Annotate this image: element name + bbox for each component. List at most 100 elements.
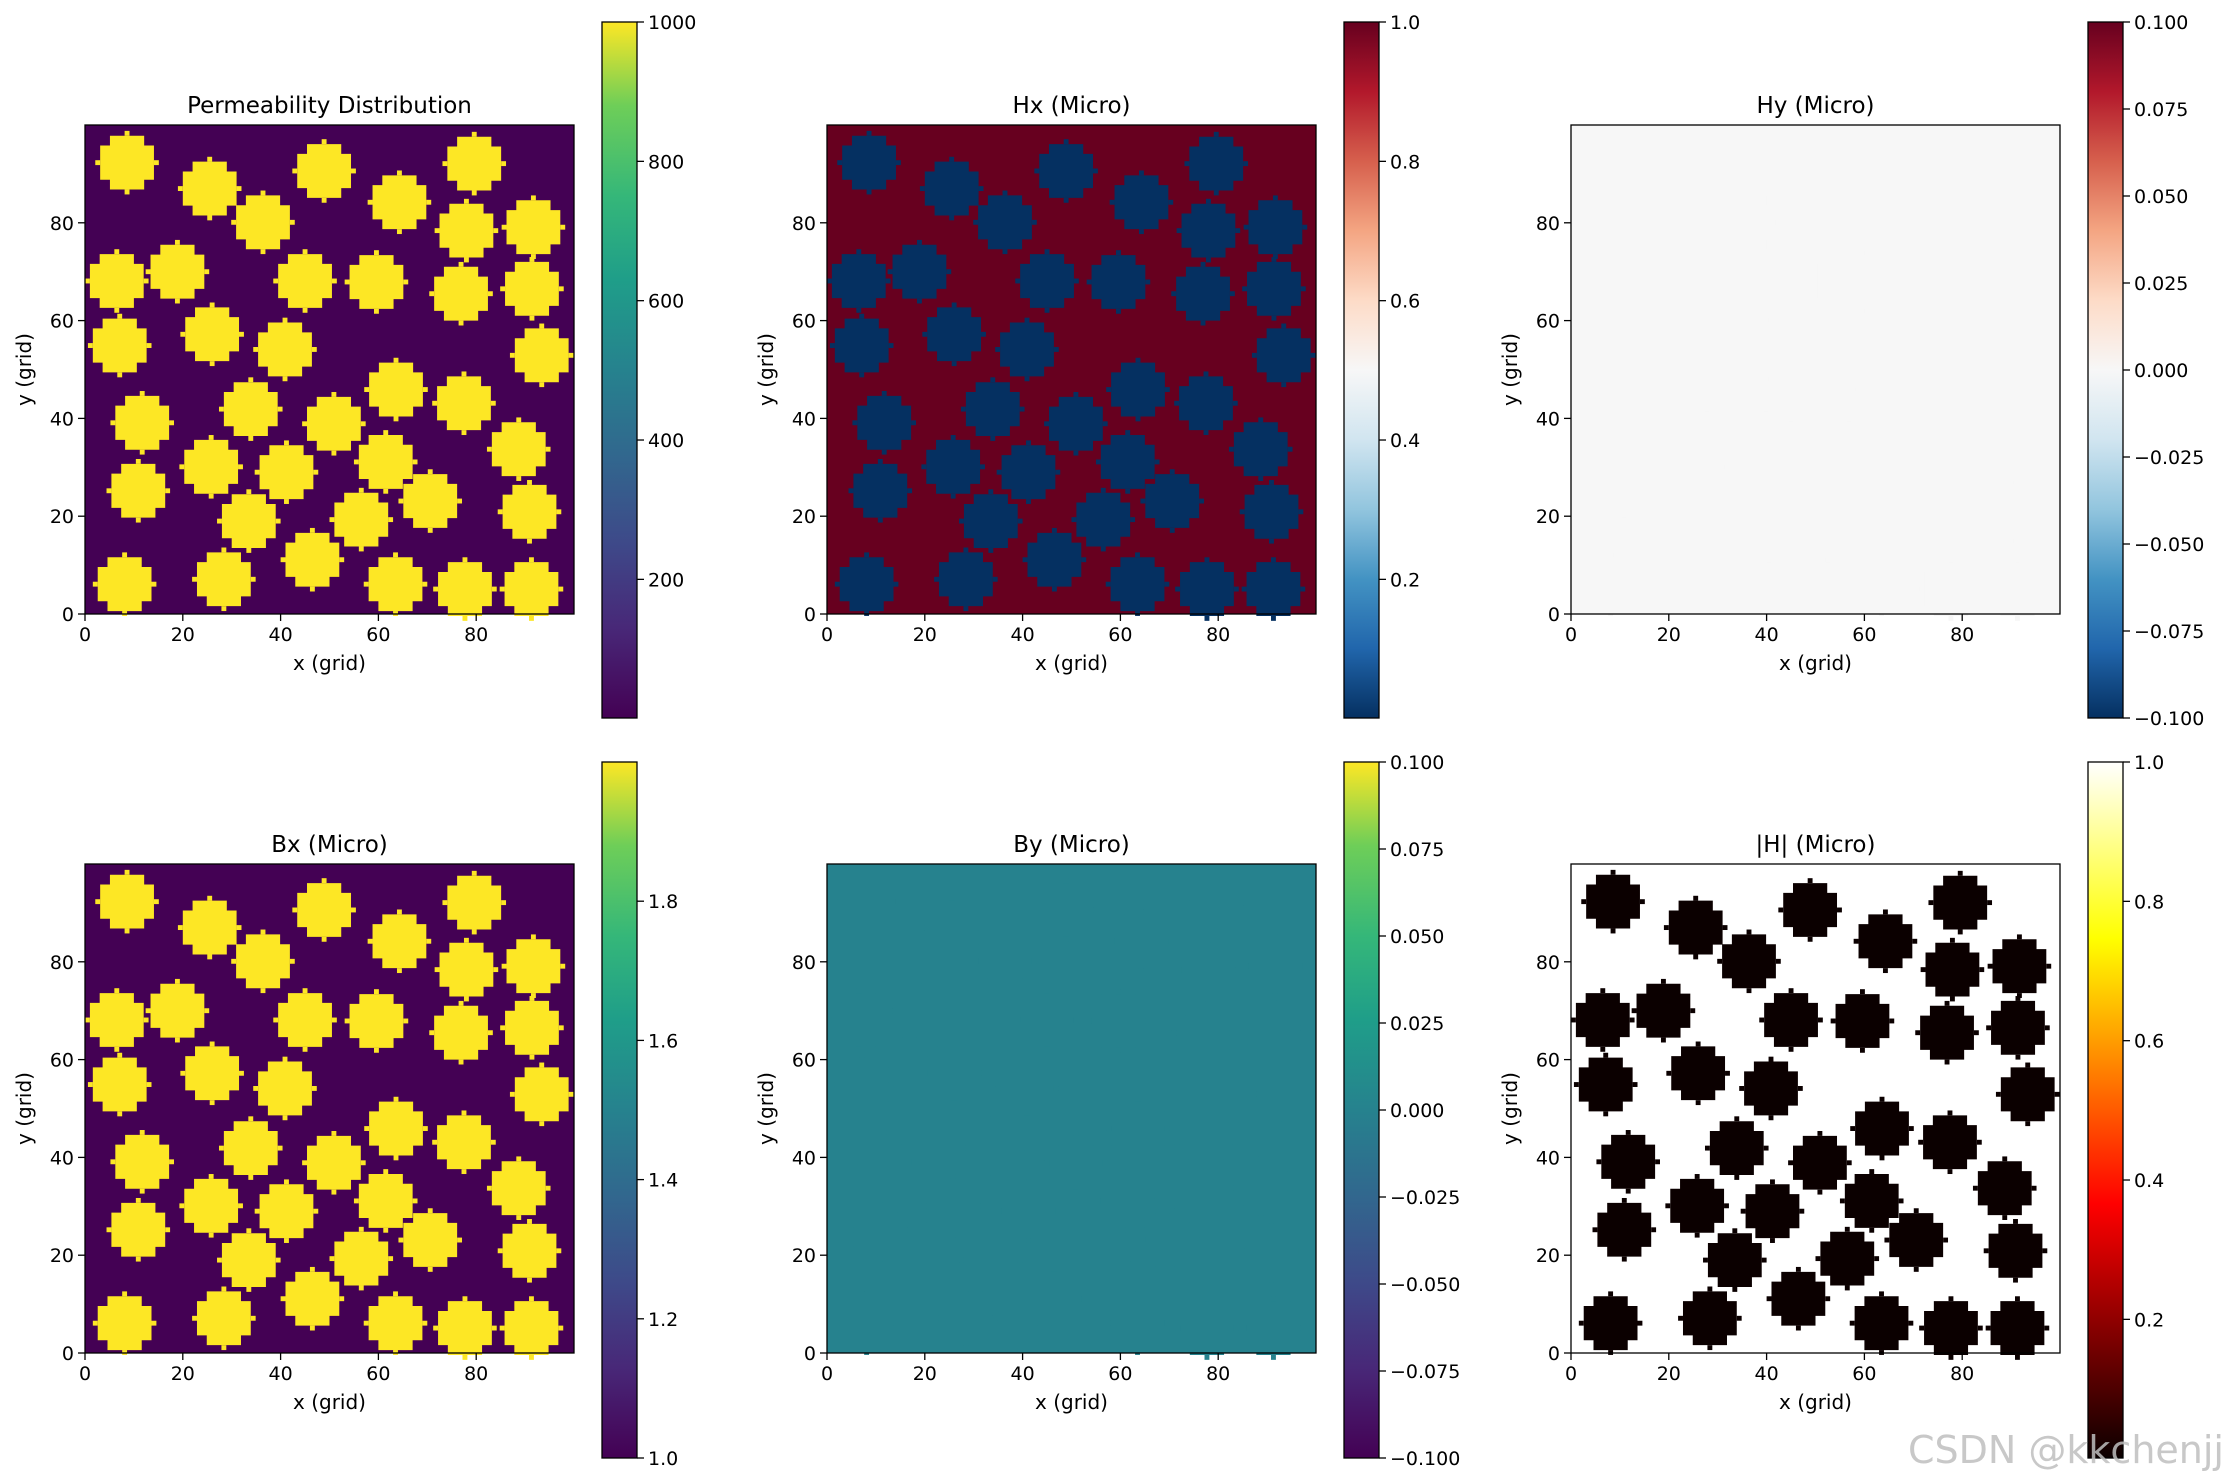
colorbar-tick-label: 1.2 [648,1309,678,1331]
y-tick-label: 20 [1536,1245,1560,1267]
y-tick-label: 20 [50,1245,74,1267]
chart-title: |H| (Micro) [1756,832,1876,858]
x-axis-label: x (grid) [1035,1390,1108,1414]
y-tick-label: 60 [792,1050,816,1072]
x-tick-label: 20 [1657,624,1681,646]
x-axis-label: x (grid) [293,651,366,675]
y-tick-label: 0 [804,604,816,626]
y-axis-label: y (grid) [754,333,778,406]
colorbar-tick-label: 0.025 [2134,273,2188,295]
x-tick-label: 40 [1755,1363,1779,1385]
chart-panel-hmag: |H| (Micro) 0 20 40 60 80 0 20 40 60 80 x (grid) y (… [1498,752,2164,1459]
colorbar-tick-label: 1.0 [2134,752,2164,774]
x-tick-label: 80 [1206,1363,1230,1385]
y-tick-label: 0 [1548,604,1560,626]
y-tick-label: 20 [1536,506,1560,528]
x-tick-label: 0 [821,1363,833,1385]
colorbar-tick-label: 0.050 [2134,186,2188,208]
field-background [85,864,574,1353]
colorbar-tick-label: 0.2 [1390,569,1420,591]
y-tick-label: 60 [792,311,816,333]
y-axis-label: y (grid) [12,333,36,406]
field-background [827,864,1316,1353]
y-tick-label: 20 [792,1245,816,1267]
x-tick-label: 40 [269,1363,293,1385]
colorbar-tick-label: 0.000 [2134,360,2188,382]
colorbar-tick-label: 0.025 [1390,1013,1444,1035]
x-tick-label: 0 [1565,624,1577,646]
y-tick-label: 80 [1536,952,1560,974]
y-tick-label: 80 [792,213,816,235]
x-axis-label: x (grid) [1779,1390,1852,1414]
y-tick-label: 20 [792,506,816,528]
x-tick-label: 20 [913,624,937,646]
colorbar-tick-label: 800 [648,151,684,173]
colorbar-tick-label: 0.075 [2134,99,2188,121]
field-background [1571,864,2060,1353]
x-tick-label: 80 [464,624,488,646]
colorbar-tick-label: 1000 [648,12,696,34]
chart-title: Hx (Micro) [1012,93,1130,119]
colorbar-tick-label: 0.000 [1390,1100,1444,1122]
colorbar-tick-label: −0.050 [2134,534,2204,556]
axes-frame [826,124,1317,615]
x-tick-label: 0 [821,624,833,646]
colorbar-frame [2087,761,2124,1459]
chart-title: Hy (Micro) [1756,93,1874,119]
colorbar-tick-label: 0.4 [2134,1170,2164,1192]
x-tick-label: 80 [1206,624,1230,646]
colorbar [2088,22,2123,718]
colorbar-frame [601,761,638,1459]
x-tick-label: 80 [1950,624,1974,646]
field-background [827,125,1316,614]
y-tick-label: 40 [792,1147,816,1169]
y-tick-label: 40 [50,1147,74,1169]
colorbar-tick-label: −0.100 [1390,1448,1460,1470]
colorbar-tick-label: 0.2 [2134,1309,2164,1331]
y-tick-label: 40 [1536,1147,1560,1169]
colorbar-tick-label: 1.6 [648,1030,678,1052]
field-background [1571,125,2060,614]
y-tick-label: 80 [50,213,74,235]
x-tick-label: 0 [1565,1363,1577,1385]
field-background [85,125,574,614]
colorbar [2088,762,2123,1458]
x-tick-label: 60 [1852,1363,1876,1385]
y-axis-label: y (grid) [754,1072,778,1145]
y-tick-label: 80 [50,952,74,974]
colorbar-tick-label: 600 [648,291,684,313]
chart-title: Bx (Micro) [271,832,388,858]
colorbar-frame [1343,21,1380,719]
colorbar-tick-label: 0.100 [2134,12,2188,34]
y-tick-label: 60 [1536,311,1560,333]
x-tick-label: 40 [1755,624,1779,646]
colorbar-tick-label: 0.6 [2134,1031,2164,1053]
y-tick-label: 60 [50,311,74,333]
x-tick-label: 60 [1108,1363,1132,1385]
x-tick-label: 60 [366,1363,390,1385]
x-axis-label: x (grid) [293,1390,366,1414]
y-axis-label: y (grid) [1498,333,1522,406]
colorbar-tick-label: 1.8 [648,891,678,913]
x-tick-label: 40 [1011,624,1035,646]
x-tick-label: 0 [79,1363,91,1385]
colorbar-tick-label: −0.025 [2134,447,2204,469]
chart-panel-hx: Hx (Micro) 0 20 40 60 80 0 20 40 60 80 x (grid) y (g… [754,12,1420,719]
axes-frame [84,124,575,615]
colorbar-tick-label: 0.075 [1390,839,1444,861]
y-tick-label: 80 [792,952,816,974]
chart-title: By (Micro) [1013,832,1130,858]
y-tick-label: 40 [50,408,74,430]
y-tick-label: 0 [804,1343,816,1365]
colorbar-tick-label: 1.0 [1390,12,1420,34]
chart-panel-bx: Bx (Micro) 0 20 40 60 80 0 20 40 60 80 x (grid) y (g… [12,761,678,1470]
colorbar-tick-label: −0.050 [1390,1274,1460,1296]
y-tick-label: 0 [1548,1343,1560,1365]
x-tick-label: 40 [269,624,293,646]
colorbar-tick-label: 400 [648,430,684,452]
axes-frame [826,863,1317,1354]
colorbar-tick-label: −0.100 [2134,708,2204,730]
colorbar-tick-label: 0.8 [1390,151,1420,173]
